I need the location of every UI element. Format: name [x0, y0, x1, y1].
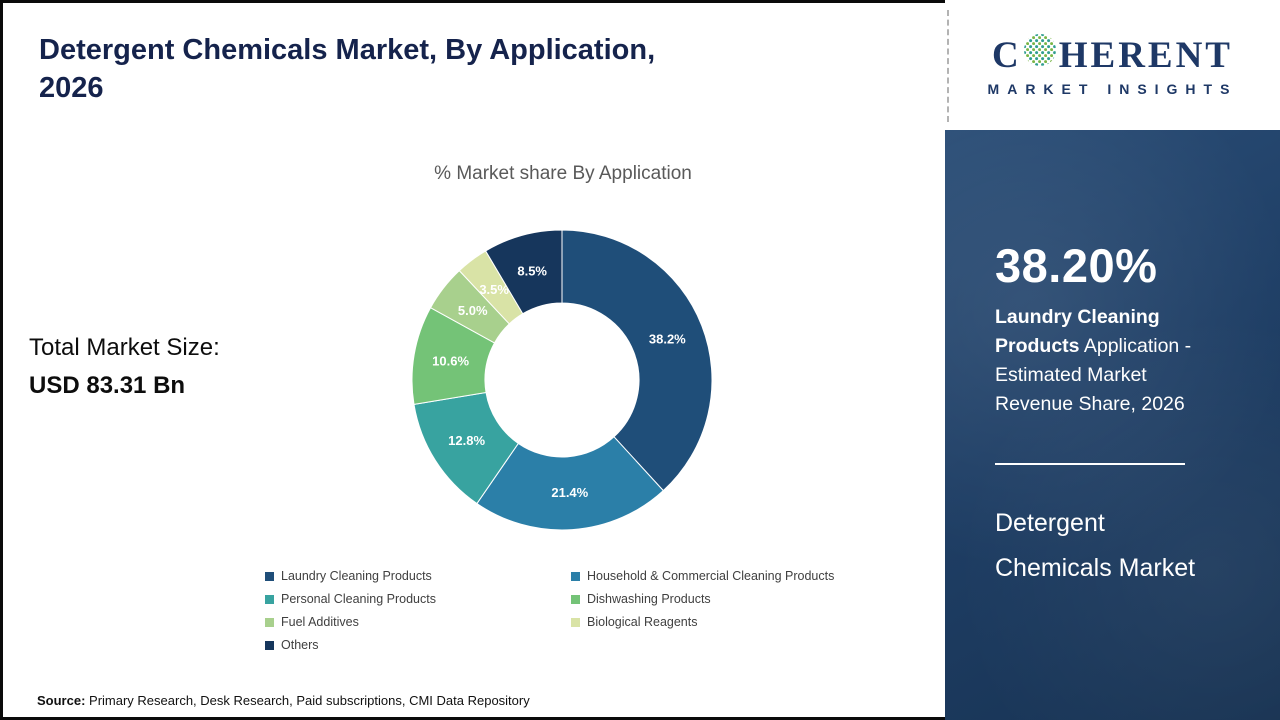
legend-swatch — [265, 640, 274, 650]
page-title: Detergent Chemicals Market, By Applicati… — [39, 31, 879, 108]
legend-swatch — [265, 617, 274, 627]
legend-label: Laundry Cleaning Products — [281, 569, 432, 583]
legend-label: Household & Commercial Cleaning Products — [587, 569, 835, 583]
chart-subtitle: % Market share By Application — [434, 163, 692, 184]
source-line: Source: Primary Research, Desk Research,… — [37, 693, 530, 708]
legend-item[interactable]: Others — [265, 638, 571, 652]
donut-chart: 38.2% 21.4% 12.8% 10.6% 5.0% 3.5% 8.5% — [395, 213, 729, 547]
donut-chart-svg: 38.2% 21.4% 12.8% 10.6% 5.0% 3.5% 8.5% — [411, 229, 713, 531]
panel-report-title: Detergent Chemicals Market — [995, 509, 1196, 582]
donut-segment-label: 12.8% — [448, 433, 485, 448]
donut-segment-label: 8.5% — [517, 264, 547, 279]
donut-segment-6[interactable] — [484, 229, 563, 315]
legend-item[interactable]: Fuel Additives — [265, 615, 571, 629]
legend-swatch — [265, 571, 274, 581]
page-title-line2: 2026 — [39, 72, 104, 105]
legend-swatch — [571, 617, 580, 627]
legend-item[interactable]: Biological Reagents — [571, 615, 885, 629]
legend-label: Biological Reagents — [587, 615, 698, 629]
brand-logo: C HERENT — [992, 33, 1233, 77]
legend-label: Others — [281, 638, 319, 652]
donut-segment-0[interactable] — [561, 229, 713, 492]
legend-item[interactable]: Laundry Cleaning Products — [265, 569, 571, 583]
logo-box: C HERENT MARKET INSIGHT — [945, 0, 1280, 130]
chart-legend: Laundry Cleaning Products Household & Com… — [265, 569, 885, 652]
brand-first-letter: C — [992, 34, 1022, 76]
highlight-value: 38.20% — [995, 239, 1158, 292]
total-market-size-label: Total Market Size: — [29, 334, 220, 361]
source-label: Source: — [37, 693, 86, 708]
highlight-description: Laundry Cleaning Products Application - … — [995, 303, 1223, 419]
highlight-panel: 38.20% Laundry Cleaning Products Applica… — [945, 130, 1280, 720]
dotted-globe-icon — [1023, 33, 1057, 77]
page-title-line1: Detergent Chemicals Market, By Applicati… — [39, 34, 656, 66]
source-text: Primary Research, Desk Research, Paid su… — [85, 693, 530, 708]
legend-swatch — [571, 571, 580, 581]
donut-segment-label: 38.2% — [649, 332, 686, 347]
highlight-description-rest: Application - Estimated Market Revenue S… — [995, 335, 1192, 415]
legend-item[interactable]: Personal Cleaning Products — [265, 592, 571, 606]
legend-item[interactable]: Dishwashing Products — [571, 592, 885, 606]
legend-label: Fuel Additives — [281, 615, 359, 629]
donut-segment-label: 5.0% — [458, 303, 488, 318]
panel-divider — [995, 463, 1185, 465]
legend-swatch — [265, 594, 274, 604]
total-market-size: Total Market Size: USD 83.31 Bn — [29, 329, 220, 405]
legend-label: Personal Cleaning Products — [281, 592, 436, 606]
main-chart-area: Detergent Chemicals Market, By Applicati… — [0, 0, 945, 720]
donut-segment-label: 10.6% — [432, 353, 469, 368]
legend-swatch — [571, 594, 580, 604]
total-market-size-value: USD 83.31 Bn — [29, 372, 186, 399]
donut-segment-label: 21.4% — [551, 485, 588, 500]
donut-segment-label: 3.5% — [479, 282, 509, 297]
legend-item[interactable]: Household & Commercial Cleaning Products — [571, 569, 885, 583]
brand-subtitle: MARKET INSIGHTS — [987, 81, 1238, 97]
brand-rest-letters: HERENT — [1058, 34, 1233, 76]
sidebar: C HERENT MARKET INSIGHT — [945, 0, 1280, 720]
donut-segment-1[interactable] — [476, 436, 665, 531]
legend-label: Dishwashing Products — [587, 592, 711, 606]
highlight-description-bold: Laundry Cleaning Products — [995, 306, 1160, 357]
dashed-separator — [947, 10, 949, 122]
